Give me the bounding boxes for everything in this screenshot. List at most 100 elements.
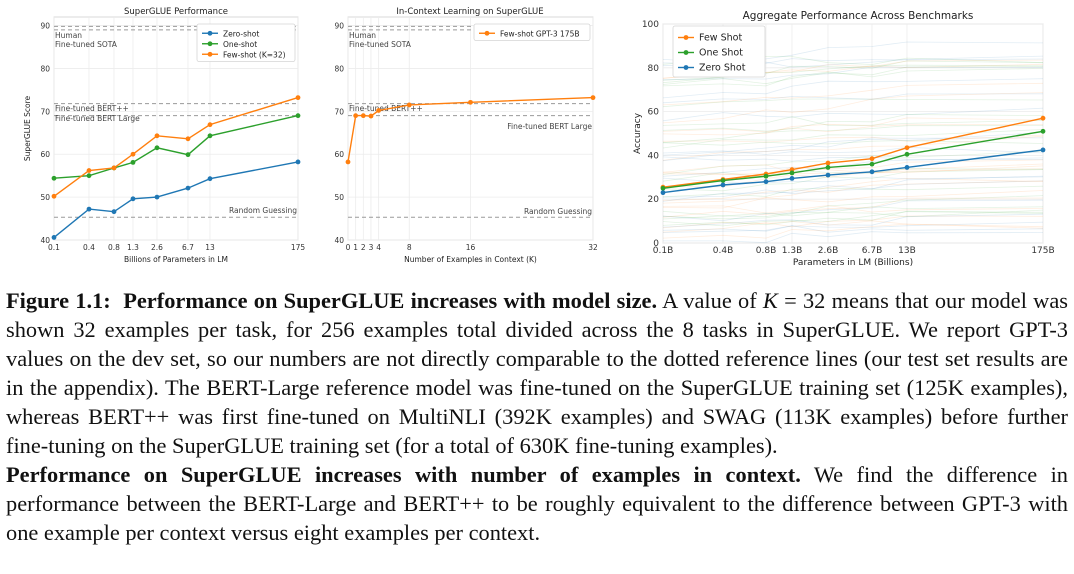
reference-label-fine-tuned-sota: Fine-tuned SOTA: [55, 40, 118, 49]
y-tick-label: 40: [648, 151, 660, 161]
background-task-line: [662, 206, 1044, 220]
data-point-few-shot-gpt-3-175b: [353, 113, 359, 119]
background-task-line: [663, 231, 1044, 244]
data-point-one-shot: [185, 152, 191, 158]
figure-caption: Figure 1.1: Performance on SuperGLUE inc…: [6, 286, 1068, 547]
background-task-line: [662, 197, 1044, 218]
caption-body1-post: means that our model was shown 32 exampl…: [6, 288, 1068, 458]
background-task-line: [662, 209, 1044, 218]
data-point-few-shot: [869, 156, 875, 162]
chart-title: SuperGLUE Performance: [124, 7, 228, 17]
x-tick-label: 13: [205, 243, 215, 252]
y-tick-label: 80: [40, 64, 50, 73]
y-tick-label: 60: [334, 150, 344, 159]
reference-label-fine-tuned-bert-large: Fine-tuned BERT Large: [507, 122, 592, 131]
background-task-line: [662, 140, 1044, 146]
data-point-zero-shot: [869, 169, 875, 175]
background-task-line: [662, 169, 1044, 192]
data-point-few-shot-k-32: [154, 133, 160, 139]
data-point-few-shot-k-32: [130, 151, 136, 157]
background-task-line: [662, 134, 1044, 143]
legend-label-one-shot: One Shot: [699, 48, 743, 59]
y-tick-label: 40: [40, 236, 50, 245]
background-task-line: [662, 213, 1044, 228]
data-point-few-shot-gpt-3-175b: [468, 99, 473, 105]
data-point-few-shot-gpt-3-175b: [376, 108, 382, 113]
caption-body1-pre: A value of: [662, 288, 763, 313]
series-line-zero-shot: [662, 149, 1044, 194]
legend-marker-few-shot-k-32: [207, 51, 213, 57]
y-tick-label: 90: [334, 22, 344, 31]
x-tick-label: 0.8: [108, 243, 120, 252]
y-tick-label: 70: [334, 107, 344, 116]
reference-label-random-guessing: Random Guessing: [229, 206, 297, 215]
data-point-few-shot-k-32: [111, 165, 117, 171]
data-point-few-shot-k-32: [207, 122, 213, 128]
data-point-one-shot: [660, 185, 666, 191]
background-task-line: [662, 190, 1044, 209]
background-task-line: [662, 132, 1044, 162]
reference-label-human: Human: [55, 31, 82, 40]
legend-marker-zero-shot: [207, 30, 213, 36]
series-line-one-shot: [662, 130, 1044, 189]
background-task-line: [662, 168, 1044, 175]
caption-body2: We find the difference in performance be…: [6, 462, 1068, 545]
legend-box: [196, 23, 296, 62]
data-point-zero-shot: [130, 196, 136, 202]
data-point-one-shot: [1040, 128, 1046, 134]
data-point-one-shot: [51, 175, 57, 181]
data-point-few-shot: [825, 160, 831, 166]
background-task-line: [662, 68, 1044, 87]
series-line-zero-shot: [53, 161, 299, 238]
x-tick-label: 2.6: [151, 243, 163, 252]
background-task-line: [662, 223, 1044, 239]
background-task-line: [662, 210, 1044, 226]
data-point-few-shot: [789, 167, 795, 173]
data-point-few-shot-gpt-3-175b: [345, 159, 351, 165]
data-point-zero-shot: [185, 185, 191, 191]
caption-label: Figure 1.1:: [6, 288, 111, 313]
background-task-line: [662, 168, 1044, 182]
background-task-line: [662, 137, 1044, 156]
data-point-zero-shot: [904, 165, 910, 170]
x-tick-label: 0.1: [48, 243, 60, 252]
reference-label-fine-tuned-bert: Fine-tuned BERT++: [55, 104, 129, 113]
y-tick-label: 50: [334, 193, 344, 202]
data-point-few-shot-gpt-3-175b: [406, 102, 412, 108]
series-line-few-shot-k-32: [53, 96, 299, 197]
data-point-zero-shot: [86, 206, 92, 212]
legend-marker-few-shot-gpt-3-175b: [484, 30, 490, 36]
background-task-line: [662, 82, 1044, 106]
caption-k-eq: = 32: [777, 288, 826, 313]
data-point-few-shot-k-32: [185, 136, 191, 142]
x-tick-label: 0.4: [83, 243, 95, 252]
background-task-line: [662, 129, 1044, 149]
reference-label-random-guessing: Random Guessing: [524, 207, 592, 216]
data-point-one-shot: [154, 145, 160, 151]
x-tick-label: 0.8B: [756, 246, 777, 256]
background-task-line: [662, 146, 1044, 155]
x-tick-label: 175B: [1031, 246, 1054, 256]
y-tick-label: 20: [648, 195, 660, 205]
background-task-line: [662, 157, 1044, 177]
data-point-few-shot-k-32: [51, 193, 57, 199]
background-task-line: [662, 66, 1044, 85]
background-task-line: [662, 165, 1044, 177]
background-task-line: [662, 93, 1044, 104]
background-task-line: [662, 114, 1044, 132]
data-point-zero-shot: [789, 175, 795, 181]
caption-k-symbol: K: [762, 288, 778, 313]
x-tick-label: 0.1B: [653, 246, 674, 256]
data-point-zero-shot: [660, 190, 666, 196]
legend-marker-zero-shot: [683, 65, 689, 70]
background-task-line: [662, 185, 1044, 198]
background-task-line: [662, 124, 1044, 133]
y-tick-label: 80: [648, 64, 660, 74]
legend-label-few-shot: Few Shot: [699, 33, 742, 44]
x-tick-label: 3: [369, 243, 374, 252]
x-tick-label: 1: [353, 243, 358, 252]
legend-box: [672, 25, 766, 78]
background-task-line: [662, 195, 1044, 220]
data-point-zero-shot: [51, 235, 57, 240]
